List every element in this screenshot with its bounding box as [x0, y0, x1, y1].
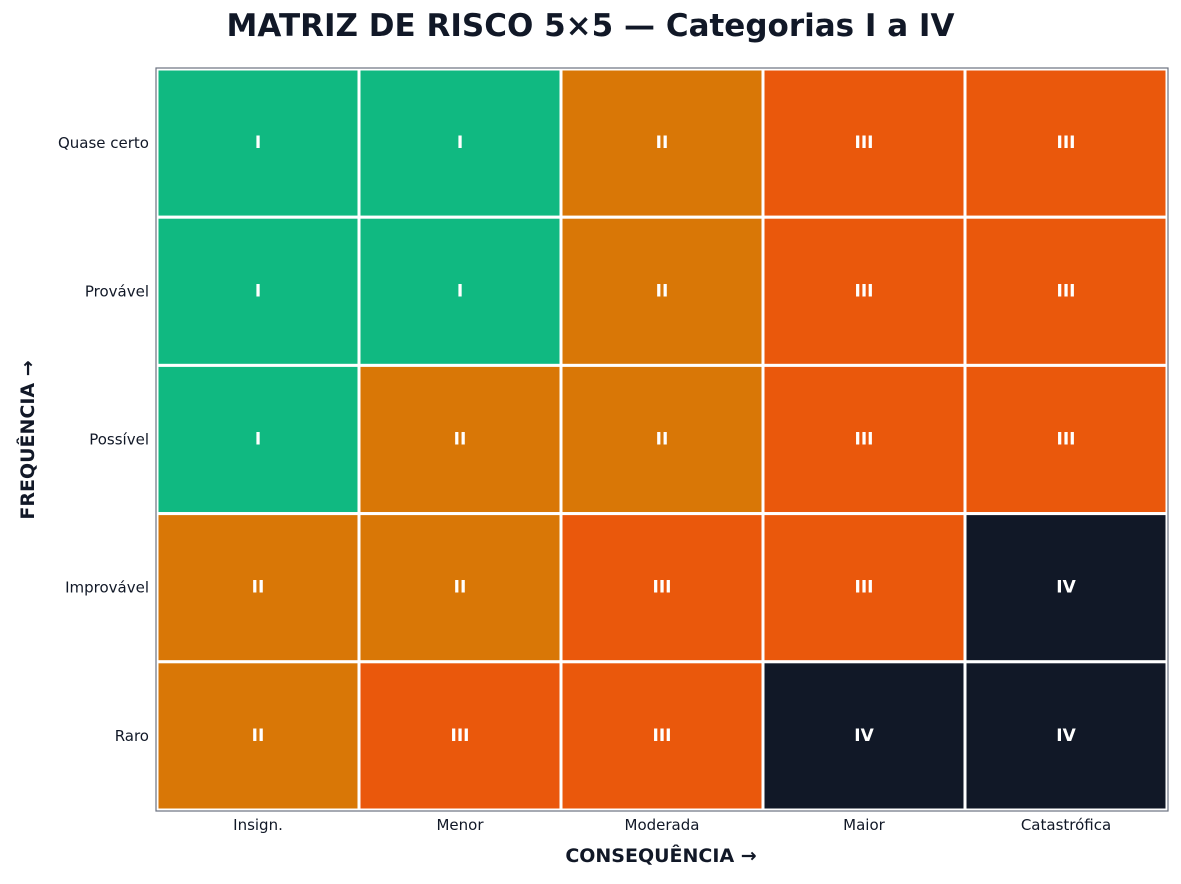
- y-tick-label: Quase certo: [58, 134, 149, 152]
- cell-category-label: IV: [1056, 726, 1076, 746]
- cell-category-label: III: [855, 133, 874, 153]
- matrix-cell: [963, 363, 1169, 516]
- matrix-cell: [559, 660, 765, 812]
- matrix-cell: [761, 512, 967, 664]
- x-tick-label: Catastrófica: [1021, 816, 1111, 834]
- x-tick-label: Insign.: [233, 816, 283, 834]
- cell-category-label: IV: [854, 726, 874, 746]
- x-tick-label: Moderada: [625, 816, 700, 834]
- y-tick-label: Raro: [115, 727, 149, 745]
- matrix-cell: [963, 660, 1169, 812]
- matrix-cell: [761, 215, 967, 367]
- matrix-cell: [559, 215, 765, 367]
- matrix-cell: [357, 363, 563, 516]
- cell-category-label: IV: [1056, 578, 1076, 598]
- matrix-cell: [963, 215, 1169, 367]
- matrix-cell: [155, 512, 361, 664]
- matrix-cell: [155, 67, 361, 219]
- cell-category-label: III: [1057, 281, 1076, 301]
- x-tick-label: Menor: [436, 816, 484, 834]
- cell-category-label: III: [653, 578, 672, 598]
- matrix-cell: [761, 660, 967, 812]
- cell-category-label: I: [255, 133, 261, 153]
- cell-category-label: III: [855, 430, 874, 450]
- cell-category-label: I: [255, 430, 261, 450]
- x-axis-label: CONSEQUÊNCIA →: [565, 845, 757, 867]
- matrix-cell: [357, 215, 563, 367]
- cell-category-label: III: [1057, 133, 1076, 153]
- matrix-cell: [963, 512, 1169, 664]
- plot-frame: [155, 67, 1169, 812]
- x-tick-label: Maior: [843, 816, 885, 834]
- cell-category-label: III: [451, 726, 470, 746]
- cell-category-label: II: [656, 281, 669, 301]
- cell-category-label: I: [255, 281, 261, 301]
- cell-category-label: II: [656, 133, 669, 153]
- cell-category-label: III: [855, 578, 874, 598]
- y-tick-label: Improvável: [65, 579, 149, 597]
- matrix-cell: [357, 512, 563, 664]
- cell-category-label: II: [454, 430, 467, 450]
- y-tick-label: Provável: [85, 282, 149, 300]
- cell-category-label: III: [653, 726, 672, 746]
- matrix-cell: [357, 660, 563, 812]
- cell-category-label: III: [1057, 430, 1076, 450]
- cell-category-label: I: [457, 133, 463, 153]
- y-tick-label: Possível: [89, 431, 149, 449]
- cell-category-label: II: [454, 578, 467, 598]
- cell-category-label: II: [656, 430, 669, 450]
- cell-category-label: II: [252, 578, 265, 598]
- matrix-cell: [761, 363, 967, 516]
- chart-title: MATRIZ DE RISCO 5×5 — Categorias I a IV: [226, 8, 955, 44]
- cell-category-label: III: [855, 281, 874, 301]
- matrix-cell: [559, 512, 765, 664]
- cell-category-label: I: [457, 281, 463, 301]
- cell-category-label: II: [252, 726, 265, 746]
